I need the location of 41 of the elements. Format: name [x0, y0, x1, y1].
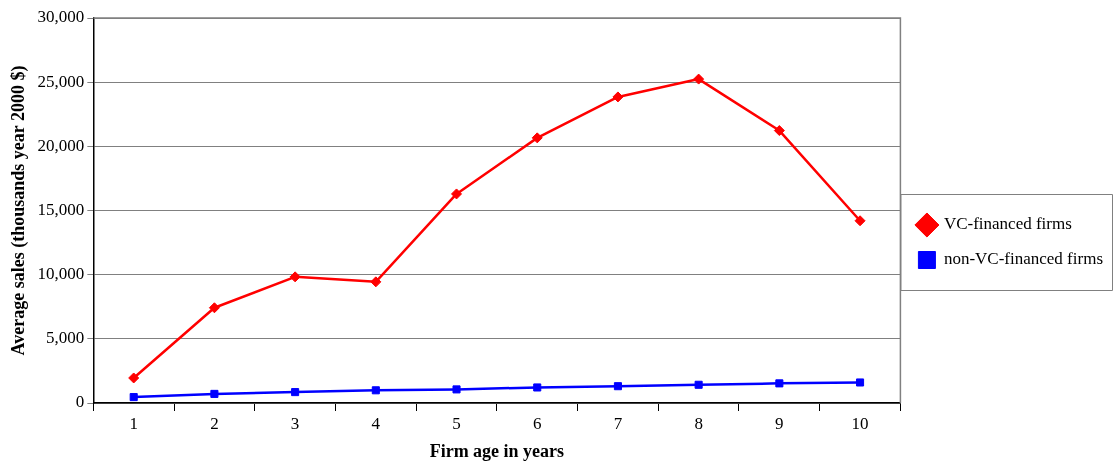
point	[370, 276, 382, 288]
point	[531, 132, 543, 144]
point	[775, 379, 784, 388]
y-tick-label: 25,000	[37, 71, 85, 91]
y-tick-label: 30,000	[37, 7, 85, 27]
y-tick-label: 15,000	[37, 199, 85, 219]
point	[856, 378, 865, 387]
legend-label: VC-financed firms	[943, 214, 1072, 234]
point	[773, 125, 785, 137]
point	[694, 380, 703, 389]
point	[289, 271, 301, 283]
point	[210, 389, 219, 398]
x-tick-label: 4	[371, 413, 381, 433]
x-tick-label: 1	[129, 413, 138, 433]
point	[854, 215, 866, 227]
point	[693, 73, 705, 85]
x-tick-label: 3	[290, 413, 300, 433]
point	[613, 382, 622, 391]
y-axis-title: Average sales (thousands year 2000 $)	[8, 65, 30, 356]
point	[291, 388, 300, 397]
x-tick-label: 6	[532, 413, 542, 433]
point	[612, 91, 624, 103]
x-axis-title: Firm age in years	[429, 440, 565, 461]
point	[128, 372, 140, 384]
x-tick-label: 5	[452, 413, 461, 433]
y-tick-label: 20,000	[37, 135, 85, 155]
y-tick-label: 0	[75, 392, 85, 412]
point	[533, 383, 542, 392]
point	[129, 393, 138, 402]
x-tick-label: 10	[851, 413, 869, 433]
legend-label: non-VC-financed firms	[943, 249, 1103, 269]
y-tick-label: 5,000	[46, 328, 85, 348]
point	[371, 386, 380, 395]
x-tick-label: 7	[613, 413, 623, 433]
point	[452, 385, 461, 394]
x-tick-label: 8	[694, 413, 703, 433]
point	[208, 302, 220, 314]
x-tick-label: 2	[210, 413, 219, 433]
x-tick-label: 9	[775, 413, 784, 433]
y-tick-label: 10,000	[37, 264, 85, 284]
point	[451, 188, 463, 200]
